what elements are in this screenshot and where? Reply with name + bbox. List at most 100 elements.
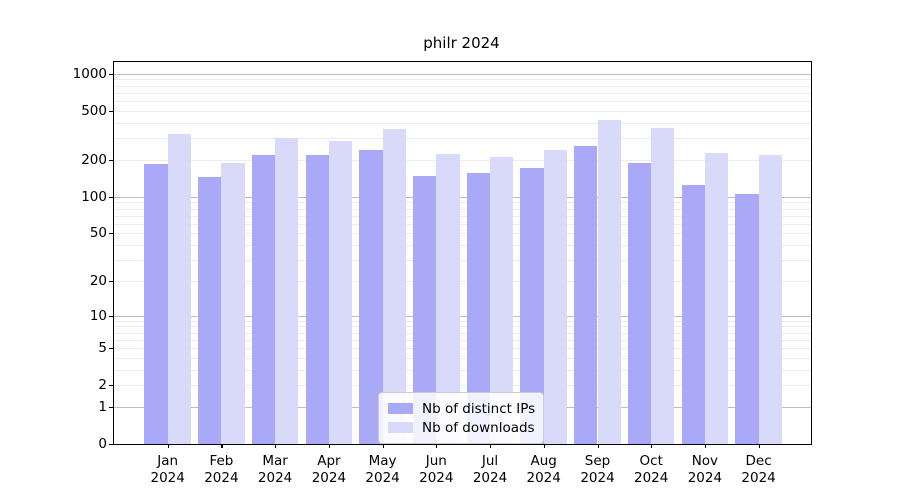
- y-tick-label: 10: [89, 307, 107, 324]
- y-tick: [109, 315, 113, 317]
- x-tick-label: Oct 2024: [619, 453, 683, 487]
- y-tick: [109, 385, 113, 387]
- bar-distinct-ips: [681, 185, 705, 444]
- x-tick-month: Jul: [481, 453, 499, 469]
- minor-gridline: [114, 159, 811, 161]
- x-tick-month: Apr: [317, 453, 341, 469]
- x-tick-month: Aug: [530, 453, 557, 469]
- minor-gridline: [114, 208, 811, 210]
- x-tick-label: Sep 2024: [566, 453, 630, 487]
- x-tick-label: Aug 2024: [512, 453, 576, 487]
- y-tick-label: 50: [89, 225, 107, 242]
- bar-downloads: [651, 127, 675, 444]
- bar-distinct-ips: [251, 154, 276, 444]
- x-tick: [328, 444, 331, 448]
- y-tick-label: 0: [98, 436, 107, 452]
- x-tick-label: Dec 2024: [727, 453, 791, 487]
- bar-downloads: [758, 154, 782, 444]
- x-tick-label: Feb 2024: [189, 453, 253, 487]
- bar-downloads: [704, 153, 729, 444]
- x-tick-month: Sep: [584, 453, 611, 469]
- minor-gridline: [114, 92, 811, 94]
- minor-gridline: [114, 259, 811, 261]
- x-tick-label: May 2024: [351, 453, 415, 487]
- minor-gridline: [114, 85, 811, 87]
- bar-distinct-ips: [466, 172, 490, 444]
- x-tick-label: Apr 2024: [297, 453, 361, 487]
- legend-label-distinct-ips: Nb of distinct IPs: [422, 400, 536, 417]
- bar-distinct-ips: [520, 167, 544, 444]
- bar-distinct-ips: [305, 155, 329, 444]
- x-tick: [382, 444, 384, 448]
- x-tick-year: 2024: [472, 470, 508, 486]
- x-tick: [758, 444, 760, 448]
- x-tick: [275, 444, 277, 448]
- y-tick: [109, 348, 113, 350]
- bar-downloads: [382, 128, 406, 444]
- legend-row-distinct-ips: Nb of distinct IPs: [388, 399, 536, 418]
- bar-downloads: [543, 150, 567, 444]
- minor-gridline: [114, 280, 811, 282]
- y-tick: [109, 159, 113, 161]
- x-tick-month: Oct: [639, 453, 663, 469]
- minor-gridline: [114, 339, 811, 341]
- bar-downloads: [597, 119, 621, 444]
- legend-swatch-downloads-icon: [388, 422, 413, 433]
- x-tick-year: 2024: [365, 470, 400, 486]
- minor-gridline: [114, 110, 811, 112]
- y-tick: [109, 406, 113, 408]
- x-tick-year: 2024: [741, 470, 776, 486]
- x-tick: [167, 444, 169, 448]
- bar-distinct-ips: [574, 145, 598, 444]
- y-tick-label: 200: [81, 151, 107, 168]
- major-gridline: [114, 315, 811, 317]
- x-tick-year: 2024: [634, 470, 669, 486]
- bar-distinct-ips: [627, 162, 652, 444]
- x-tick-month: Jun: [425, 453, 447, 469]
- x-tick-label: Nov 2024: [673, 453, 737, 487]
- x-tick-month: Jan: [157, 453, 179, 469]
- y-tick-label: 2: [98, 377, 107, 394]
- legend-label-downloads: Nb of downloads: [422, 419, 535, 436]
- x-tick-label: Jan 2024: [136, 453, 200, 487]
- y-tick: [109, 444, 113, 446]
- bar-distinct-ips: [144, 164, 168, 444]
- x-tick-month: Dec: [745, 453, 772, 469]
- x-tick: [651, 444, 653, 448]
- minor-gridline: [114, 122, 811, 124]
- bar-downloads: [436, 153, 460, 444]
- x-tick-label: Jun 2024: [404, 453, 468, 487]
- x-tick-year: 2024: [204, 470, 239, 486]
- bar-downloads: [490, 156, 514, 444]
- x-tick-year: 2024: [257, 470, 293, 486]
- minor-gridline: [114, 348, 811, 349]
- y-tick: [109, 196, 113, 198]
- minor-gridline: [114, 79, 811, 81]
- bar-downloads: [167, 133, 191, 444]
- y-tick: [109, 73, 113, 75]
- x-tick-month: Mar: [262, 453, 288, 469]
- y-tick: [109, 233, 113, 235]
- plot-area: 0 1 2 5 10 20 50 100 200 500 1000 Jan 2024 Feb 2024 Mar…: [73, 61, 812, 486]
- minor-gridline: [114, 357, 811, 359]
- minor-gridline: [114, 233, 811, 235]
- bar-distinct-ips: [735, 193, 759, 444]
- y-tick-label: 5: [98, 340, 107, 356]
- x-tick-year: 2024: [419, 470, 454, 486]
- x-tick-month: Feb: [209, 453, 234, 469]
- x-tick: [543, 444, 545, 448]
- x-tick: [597, 444, 599, 448]
- minor-gridline: [114, 245, 811, 246]
- chart-title: philr 2024: [423, 34, 500, 52]
- x-tick: [436, 444, 438, 448]
- bar-downloads: [275, 138, 299, 444]
- y-tick: [109, 280, 113, 282]
- major-gridline: [114, 196, 811, 198]
- x-tick-month: May: [368, 453, 397, 469]
- y-tick-label: 1000: [72, 65, 107, 82]
- bar-distinct-ips: [359, 150, 383, 444]
- minor-gridline: [114, 369, 811, 371]
- y-tick-label: 500: [81, 102, 107, 119]
- x-tick: [490, 444, 492, 448]
